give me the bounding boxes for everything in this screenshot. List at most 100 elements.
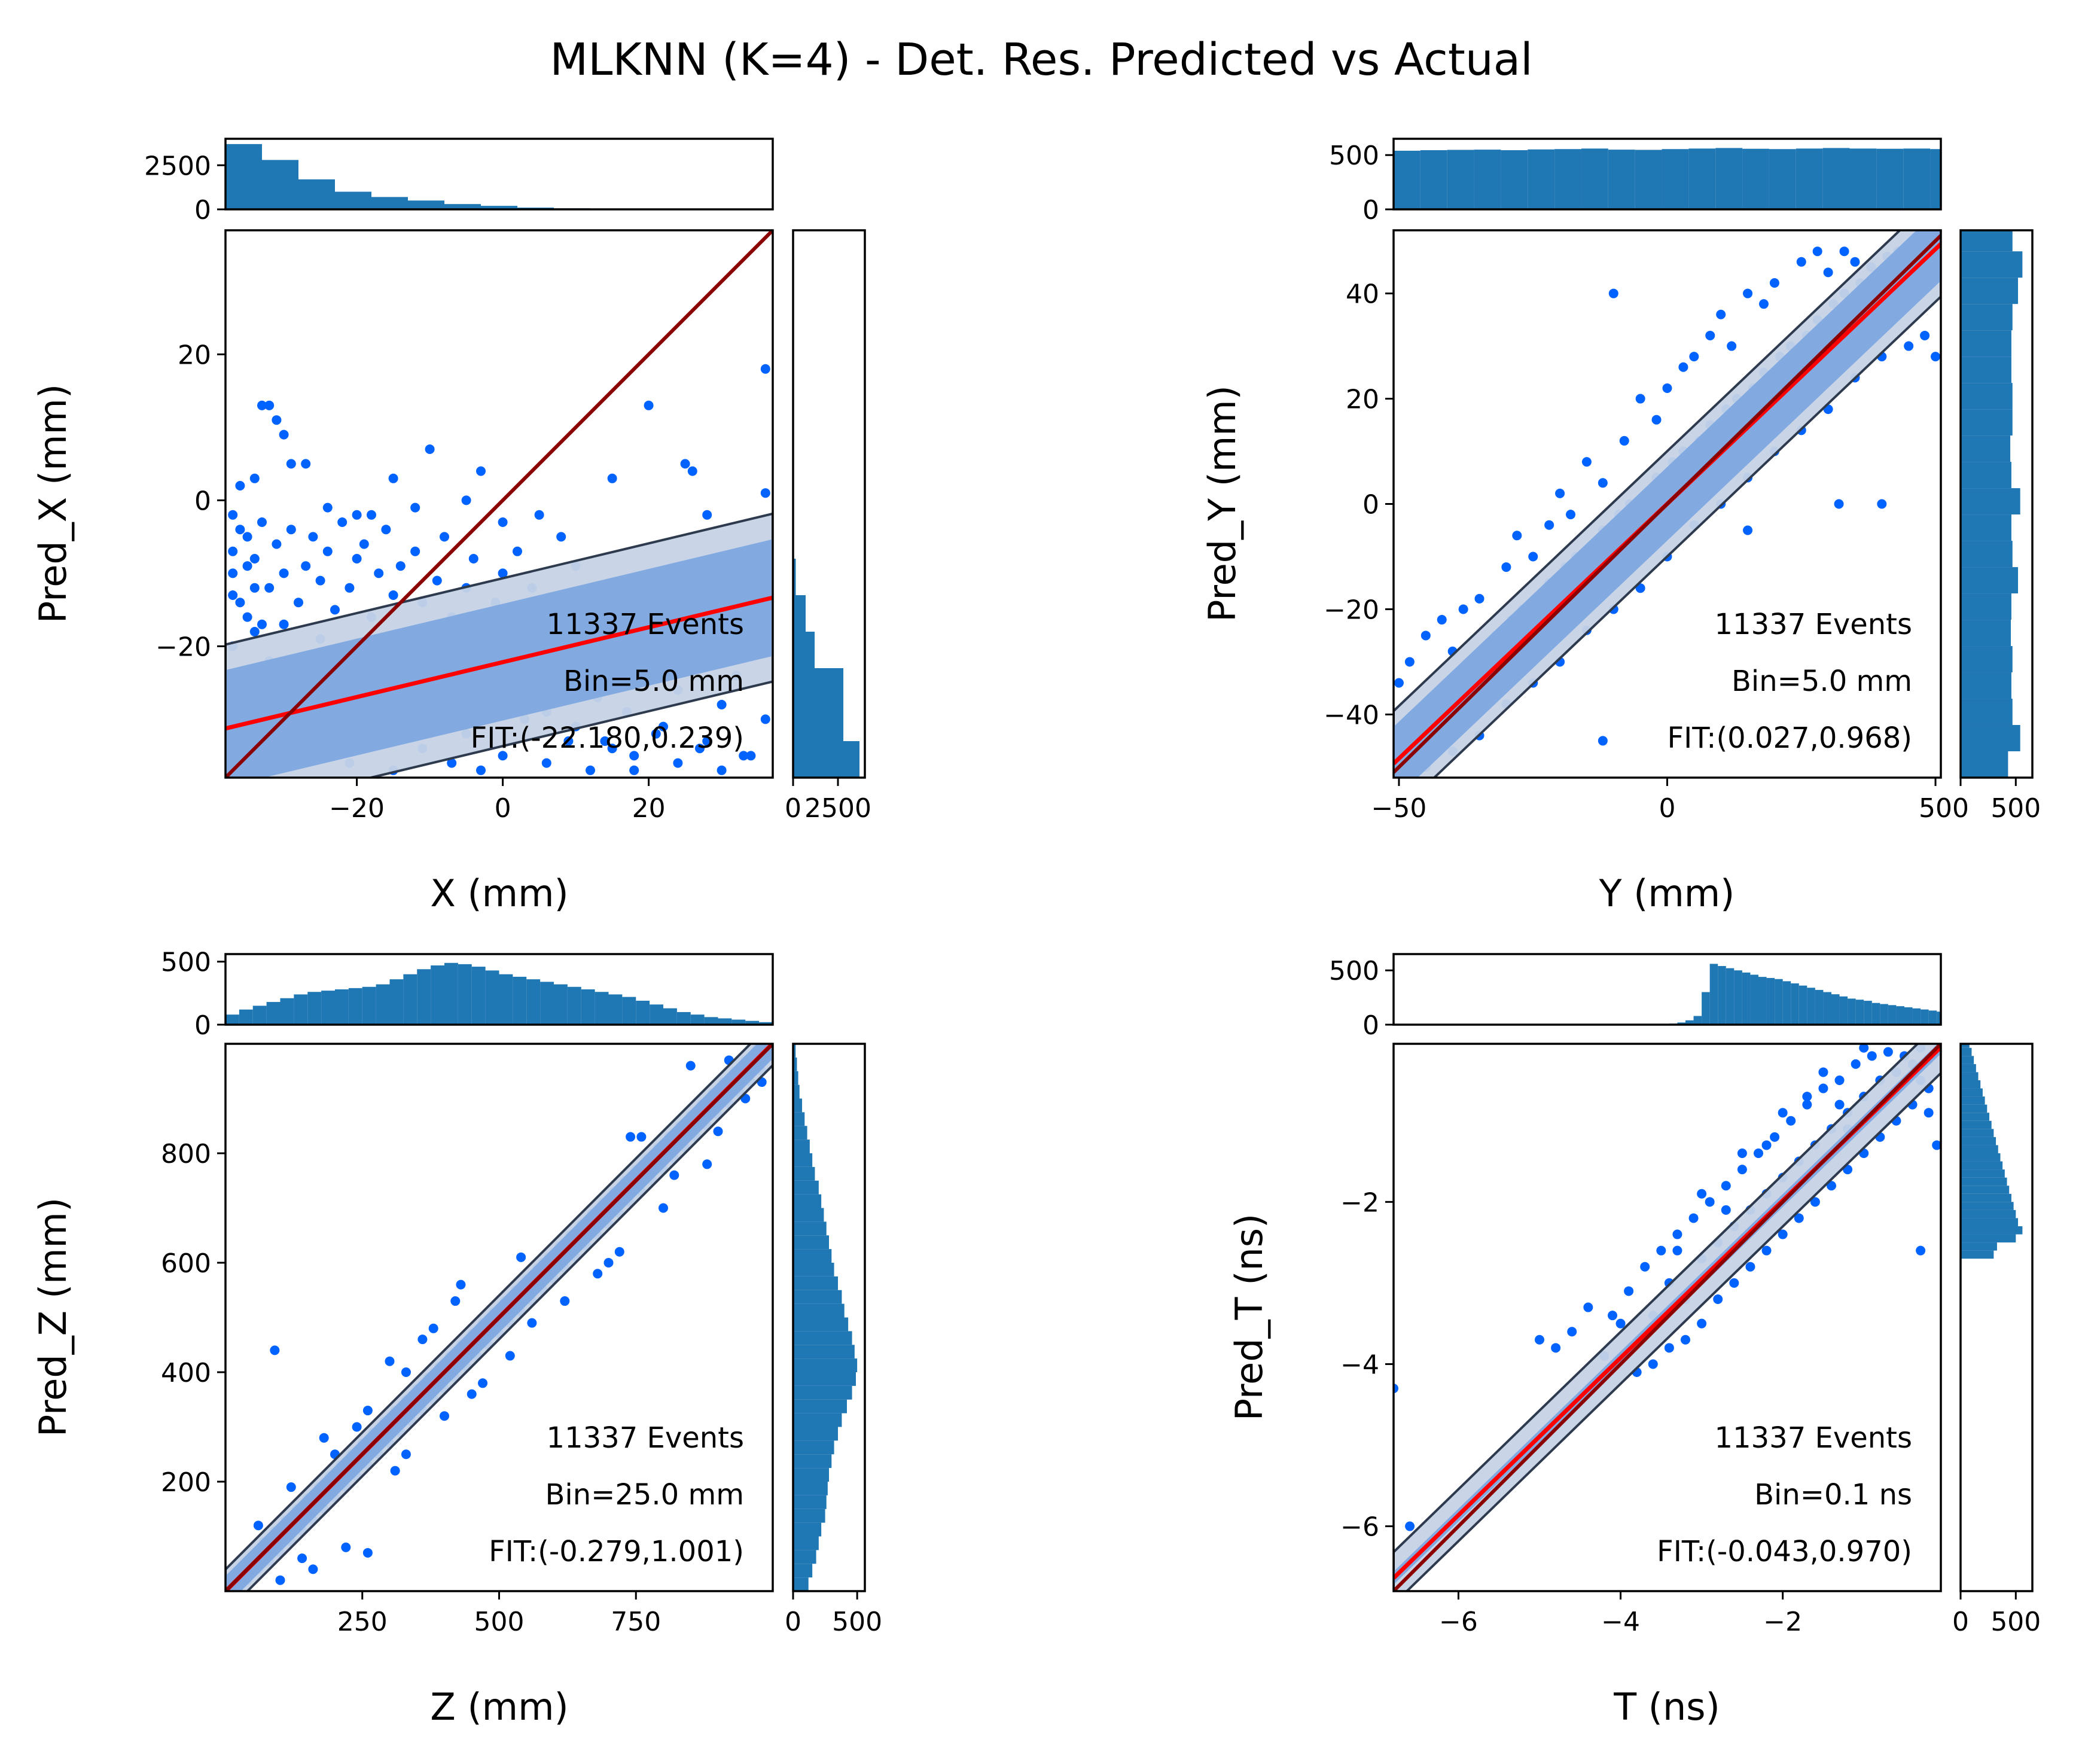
annotation-text: FIT:(-22.180,0.239) [471,721,744,755]
x-tick-label: 2500 [804,793,871,824]
y-tick-label: 40 [1346,279,1379,310]
scatter-point [242,561,252,571]
histogram-bar [1961,230,2013,252]
histogram-bar [793,1208,824,1222]
scatter-point [456,1279,466,1290]
histogram-bar [793,1276,838,1290]
histogram-bar [1750,974,1758,1025]
scatter-point [1818,1083,1828,1093]
inner-band [225,539,773,778]
identity-line [225,1044,773,1591]
histogram-bar [280,998,294,1025]
histogram-bar [622,997,636,1025]
histogram-bar [371,197,408,209]
scatter-point [1662,383,1672,393]
scatter-point [1745,1262,1755,1272]
histogram-bar [1961,1161,2003,1170]
top-histogram-frame [224,953,774,1026]
right-histogram: 0 2500 [785,229,871,824]
scatter-point [1624,1286,1634,1296]
histogram-bar [608,994,623,1025]
x-tick-label: 750 [611,1607,661,1637]
scatter-point [680,459,690,469]
histogram-bar [1961,1234,2016,1243]
y-tick-label: −6 [1340,1512,1379,1543]
histogram-bar [1782,981,1791,1025]
y-tick-label: 0 [1362,490,1379,520]
x-tick-label: 250 [337,1607,388,1637]
scatter-point [367,510,376,520]
histogram-bar [1608,150,1635,209]
scatter-point [1867,1051,1877,1061]
scatter-point [1567,1327,1577,1337]
scatter-point [279,619,289,629]
scatter-point [1528,552,1538,562]
scatter-point [257,400,267,410]
x-tick-label: 500 [474,1607,525,1637]
scatter-point [264,400,275,410]
histogram-bar [458,964,472,1025]
histogram-bar [1961,462,2011,489]
histogram-bar [1685,1020,1694,1025]
scatter-point [600,736,610,746]
histogram-bar [1961,1250,1994,1259]
histogram-bar [1961,620,2011,647]
histogram-bar [1961,330,2011,357]
scatter-point [1729,1278,1739,1288]
x-axis-label: T (ns) [1613,1685,1720,1729]
x-axis-label: Y (mm) [1599,872,1735,915]
annotation-text: FIT:(-0.279,1.001) [489,1535,744,1568]
scatter-point [410,546,420,556]
scatter-point [1758,299,1769,309]
scatter-point [1394,678,1404,688]
scatter-point [228,590,238,600]
x-tick-label: 500 [1990,1607,2041,1637]
histogram-bar [793,1098,802,1113]
scatter-point [228,568,238,578]
x-tick-label: 500 [1990,793,2041,824]
y-tick-label: 0 [1362,1010,1379,1041]
scatter-point [1769,278,1779,288]
scatter-point [1727,341,1737,351]
scatter-point [401,1367,411,1377]
scatter-point [1583,1302,1593,1312]
histogram-bar [1742,972,1751,1025]
y-tick-label: 0 [1362,195,1379,226]
top-histogram: 0 500 [161,947,774,1041]
scatter-point [702,1159,712,1169]
histogram-bar [526,979,541,1025]
scatter-point [242,532,252,542]
annotation-text: Bin=0.1 ns [1754,1478,1912,1512]
scatter-point [1850,257,1860,267]
scatter-point [1839,246,1849,257]
histogram-bar [1961,567,2018,594]
scatter-point [362,1547,373,1558]
x-tick-label: 500 [832,1607,882,1637]
identity-line [1394,234,1941,774]
histogram-bar [408,200,444,209]
scatter-point [345,583,355,593]
scatter-point [556,532,566,542]
scatter-point [1802,1092,1812,1102]
scatter-point [425,444,435,454]
scatter-point [286,459,296,469]
histogram-bar [1961,409,2013,436]
histogram-bar [1474,150,1501,209]
histogram-bar [1420,150,1447,209]
histogram-bar [1961,672,2011,699]
scatter-point [275,1575,285,1585]
histogram-bar [1961,1153,2001,1162]
histogram-bar [554,984,568,1025]
scatter-point [337,517,347,527]
histogram-bar [731,1019,746,1025]
histogram-bar [1961,1096,1985,1105]
histogram-bar [1758,977,1767,1025]
y-tick-label: −2 [1340,1187,1379,1218]
histogram-bar [1928,1010,1937,1025]
scatter-point [352,510,362,520]
histogram-bar [321,991,335,1025]
histogram-bar [793,1577,809,1591]
scatter-point [626,1132,636,1142]
scatter-point [498,517,508,527]
scatter-point [401,1449,411,1460]
